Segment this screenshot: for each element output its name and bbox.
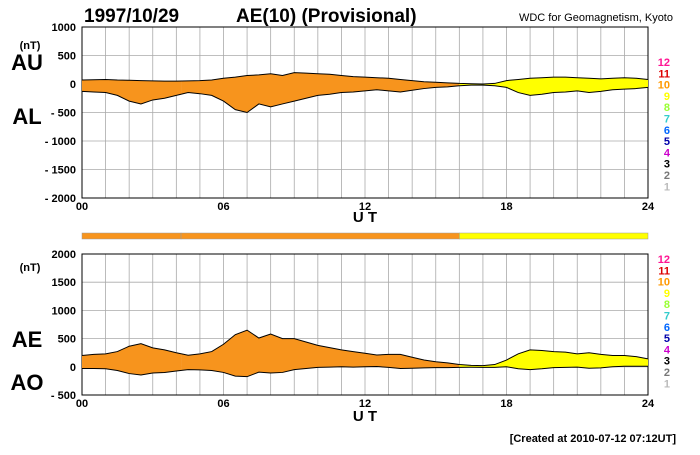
legend-level-4: 4 bbox=[664, 147, 671, 159]
x-tick-label: 12 bbox=[359, 201, 371, 213]
ae-ao-lines bbox=[81, 329, 649, 378]
au-al-chart: 1000 500 0 - 500 - 1000 - 1500 - 2000 00 06 12 18… bbox=[11, 22, 655, 226]
au-al-x-ticks: 00 06 12 18 24 bbox=[76, 201, 655, 213]
legend-level-5: 5 bbox=[664, 136, 670, 148]
au-al-y-ticks: 1000 500 0 - 500 - 1000 - 1500 - 2000 bbox=[45, 22, 76, 205]
legend-level-9: 9 bbox=[664, 91, 670, 103]
ae-ao-y-ticks: 2000 1500 1000 500 0 - 500 bbox=[51, 249, 76, 402]
activity-bar-segment bbox=[180, 232, 460, 240]
au-al-unit-label: (nT) bbox=[20, 40, 41, 52]
y-tick-label: - 1500 bbox=[45, 165, 76, 177]
lower-envelope-line bbox=[81, 84, 649, 114]
y-tick-label: 500 bbox=[58, 334, 76, 346]
legend-level-11: 11 bbox=[658, 68, 670, 80]
legend-level-8: 8 bbox=[664, 102, 670, 114]
legend-level-1: 1 bbox=[664, 181, 670, 193]
x-tick-label: 24 bbox=[642, 201, 655, 213]
activity-band-fill bbox=[181, 330, 460, 377]
ae-ao-chart: 2000 1500 1000 500 0 - 500 00 06 12 18 24 (nT) AE… bbox=[11, 249, 655, 425]
legend-level-12: 12 bbox=[658, 57, 670, 69]
x-tick-label: 00 bbox=[76, 398, 88, 410]
y-tick-label: - 2000 bbox=[45, 193, 76, 205]
legend-level-7: 7 bbox=[664, 311, 670, 323]
legend-level-11: 11 bbox=[658, 265, 670, 277]
legend-level-1: 1 bbox=[664, 378, 670, 390]
x-tick-label: 18 bbox=[500, 201, 512, 213]
legend-level-2: 2 bbox=[664, 170, 670, 182]
upper-envelope-line bbox=[81, 329, 649, 367]
y-tick-label: - 500 bbox=[51, 390, 76, 402]
ae-ao-unit-label: (nT) bbox=[20, 262, 41, 274]
y-tick-label: - 500 bbox=[51, 108, 76, 120]
y-tick-label: 0 bbox=[70, 79, 76, 91]
chart-title: AE(10) (Provisional) bbox=[236, 6, 417, 27]
y-tick-label: - 1000 bbox=[45, 136, 76, 148]
x-tick-label: 06 bbox=[217, 398, 229, 410]
ae-ao-x-axis-label: U T bbox=[353, 408, 377, 425]
legend-level-6: 6 bbox=[664, 125, 670, 137]
x-tick-label: 24 bbox=[642, 398, 655, 410]
plot-frame bbox=[81, 253, 649, 396]
legend-level-3: 3 bbox=[664, 159, 670, 171]
lower-envelope-line bbox=[82, 365, 648, 378]
legend-level-3: 3 bbox=[664, 356, 670, 368]
y-tick-label: 1000 bbox=[52, 305, 76, 317]
y-tick-label: 500 bbox=[58, 51, 76, 63]
y-tick-label: 0 bbox=[70, 362, 76, 374]
activity-bar-segment bbox=[459, 232, 649, 240]
au-al-x-axis-label: U T bbox=[353, 209, 377, 226]
x-tick-label: 12 bbox=[359, 398, 371, 410]
activity-bar-segment bbox=[81, 232, 182, 240]
ae-ao-x-ticks: 00 06 12 18 24 bbox=[76, 398, 655, 410]
legend-level-10: 10 bbox=[658, 80, 670, 92]
legend-level-2: 2 bbox=[664, 367, 670, 379]
plot-frame bbox=[81, 26, 649, 199]
legend-level-5: 5 bbox=[664, 333, 670, 345]
legend-level-8: 8 bbox=[664, 299, 670, 311]
ao-series-label: AO bbox=[11, 370, 44, 395]
y-tick-label: 2000 bbox=[52, 249, 76, 261]
x-tick-label: 06 bbox=[217, 201, 229, 213]
legend-level-4: 4 bbox=[664, 344, 671, 356]
au-al-lines bbox=[81, 72, 649, 114]
source-label: WDC for Geomagnetism, Kyoto bbox=[519, 12, 673, 24]
legend-level-6: 6 bbox=[664, 322, 670, 334]
date-label: 1997/10/29 bbox=[84, 6, 179, 27]
au-al-grid bbox=[81, 26, 649, 199]
x-tick-label: 00 bbox=[76, 201, 88, 213]
legend-level-12: 12 bbox=[658, 254, 670, 266]
upper-envelope-line bbox=[81, 72, 649, 85]
y-tick-label: 1500 bbox=[52, 277, 76, 289]
y-tick-label: 1000 bbox=[52, 22, 76, 34]
x-tick-label: 18 bbox=[500, 398, 512, 410]
ae-ao-grid bbox=[81, 253, 649, 396]
legend-level-9: 9 bbox=[664, 288, 670, 300]
created-timestamp: [Created at 2010-07-12 07:12UT] bbox=[510, 433, 677, 445]
legend-level-7: 7 bbox=[664, 114, 670, 126]
ae-series-label: AE bbox=[12, 327, 43, 352]
au-series-label: AU bbox=[11, 50, 43, 75]
legend-level-10: 10 bbox=[658, 277, 670, 289]
al-series-label: AL bbox=[12, 104, 41, 129]
activity-level-bar bbox=[81, 232, 649, 240]
